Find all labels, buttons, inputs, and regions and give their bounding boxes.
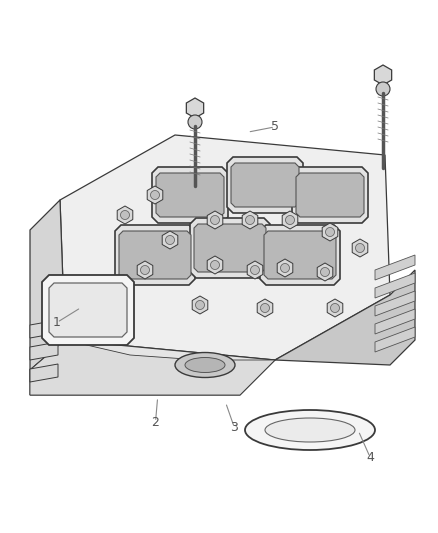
Polygon shape bbox=[30, 200, 65, 370]
Polygon shape bbox=[374, 65, 392, 85]
Polygon shape bbox=[190, 218, 270, 278]
Circle shape bbox=[116, 305, 124, 314]
Circle shape bbox=[246, 215, 254, 224]
Ellipse shape bbox=[185, 358, 225, 373]
Polygon shape bbox=[137, 261, 153, 279]
Polygon shape bbox=[147, 186, 163, 204]
Circle shape bbox=[195, 301, 205, 310]
Polygon shape bbox=[257, 299, 273, 317]
Polygon shape bbox=[30, 340, 275, 395]
Circle shape bbox=[261, 303, 269, 312]
Polygon shape bbox=[207, 256, 223, 274]
Circle shape bbox=[356, 244, 364, 253]
Polygon shape bbox=[30, 342, 58, 360]
Circle shape bbox=[376, 82, 390, 96]
Polygon shape bbox=[242, 211, 258, 229]
Polygon shape bbox=[375, 291, 415, 316]
Polygon shape bbox=[152, 167, 228, 223]
Text: 3: 3 bbox=[230, 421, 238, 434]
Polygon shape bbox=[112, 301, 128, 319]
Polygon shape bbox=[322, 223, 338, 241]
Polygon shape bbox=[117, 206, 133, 224]
Polygon shape bbox=[275, 270, 415, 365]
Polygon shape bbox=[375, 327, 415, 352]
Polygon shape bbox=[42, 275, 134, 345]
Circle shape bbox=[321, 268, 329, 277]
Polygon shape bbox=[277, 259, 293, 277]
Circle shape bbox=[211, 215, 219, 224]
Polygon shape bbox=[30, 340, 275, 395]
Circle shape bbox=[166, 236, 174, 245]
Circle shape bbox=[286, 215, 294, 224]
Text: 1: 1 bbox=[53, 316, 61, 329]
Polygon shape bbox=[49, 283, 127, 337]
Polygon shape bbox=[207, 211, 223, 229]
Circle shape bbox=[141, 265, 149, 274]
Circle shape bbox=[251, 265, 259, 274]
Polygon shape bbox=[296, 173, 364, 217]
Polygon shape bbox=[162, 231, 178, 249]
Polygon shape bbox=[231, 163, 299, 207]
Polygon shape bbox=[194, 224, 266, 272]
Ellipse shape bbox=[245, 410, 375, 450]
Circle shape bbox=[95, 280, 105, 289]
Polygon shape bbox=[115, 225, 195, 285]
Ellipse shape bbox=[175, 352, 235, 377]
Polygon shape bbox=[30, 364, 58, 382]
Polygon shape bbox=[375, 309, 415, 334]
Polygon shape bbox=[30, 320, 58, 338]
Polygon shape bbox=[327, 299, 343, 317]
Polygon shape bbox=[186, 98, 204, 118]
Polygon shape bbox=[92, 276, 108, 294]
Ellipse shape bbox=[265, 418, 355, 442]
Circle shape bbox=[120, 211, 130, 220]
Polygon shape bbox=[156, 173, 224, 217]
Text: 2: 2 bbox=[152, 416, 159, 429]
Polygon shape bbox=[192, 296, 208, 314]
Polygon shape bbox=[60, 135, 390, 360]
Circle shape bbox=[331, 303, 339, 312]
Circle shape bbox=[280, 263, 290, 272]
Polygon shape bbox=[119, 231, 191, 279]
Polygon shape bbox=[260, 225, 340, 285]
Circle shape bbox=[151, 190, 159, 199]
Polygon shape bbox=[375, 255, 415, 280]
Polygon shape bbox=[317, 263, 333, 281]
Polygon shape bbox=[375, 273, 415, 298]
Text: 5: 5 bbox=[271, 120, 279, 133]
Circle shape bbox=[188, 115, 202, 129]
Polygon shape bbox=[352, 239, 368, 257]
Polygon shape bbox=[264, 231, 336, 279]
Polygon shape bbox=[227, 157, 303, 213]
Polygon shape bbox=[282, 211, 298, 229]
Circle shape bbox=[325, 228, 335, 237]
Polygon shape bbox=[247, 261, 263, 279]
Circle shape bbox=[211, 261, 219, 270]
Text: 4: 4 bbox=[366, 451, 374, 464]
Polygon shape bbox=[292, 167, 368, 223]
